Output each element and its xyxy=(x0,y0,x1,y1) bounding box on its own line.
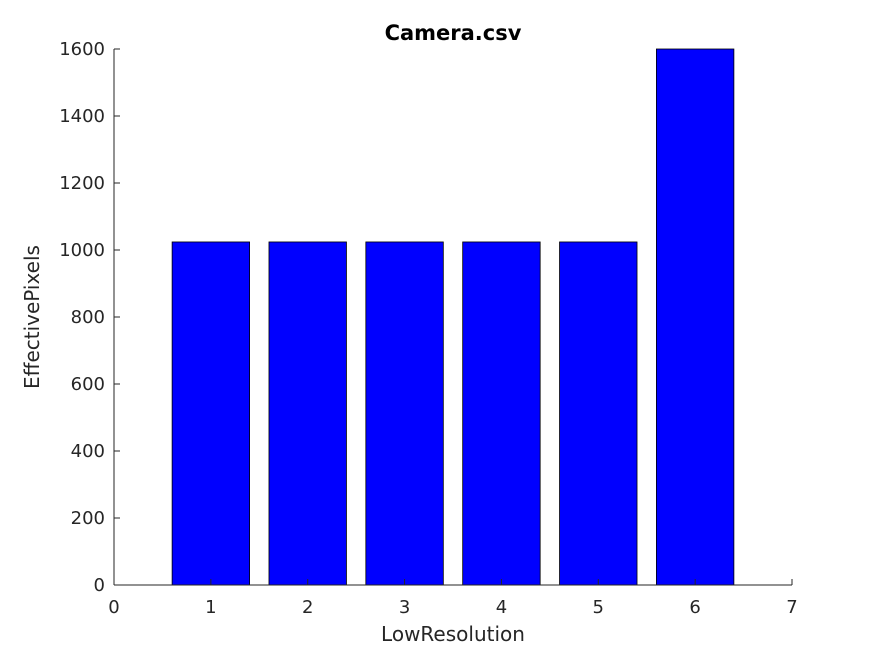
bar-2 xyxy=(268,241,347,586)
y-tick-label: 400 xyxy=(71,441,105,462)
x-tick-label: 2 xyxy=(302,597,313,618)
x-axis-label: LowResolution xyxy=(381,622,525,646)
x-tick-label: 7 xyxy=(786,597,797,618)
y-tick-label: 1200 xyxy=(59,173,105,194)
bar-4 xyxy=(462,241,541,586)
x-tick-label: 6 xyxy=(689,597,700,618)
y-tick-label: 800 xyxy=(71,307,105,328)
bar-6 xyxy=(656,48,735,586)
chart-title: Camera.csv xyxy=(385,21,522,45)
y-axis-label: EffectivePixels xyxy=(20,245,44,389)
y-tick-label: 0 xyxy=(94,575,105,596)
bar-3 xyxy=(365,241,444,586)
bar-5 xyxy=(559,241,638,586)
y-tick-label: 600 xyxy=(71,374,105,395)
x-tick-label: 4 xyxy=(496,597,507,618)
y-tick-label: 1400 xyxy=(59,106,105,127)
y-tick-label: 1000 xyxy=(59,240,105,261)
y-ticks-group: 0 200 400 600 800 1000 1200 1400 1600 xyxy=(59,39,120,596)
x-tick-label: 3 xyxy=(399,597,410,618)
x-tick-label: 0 xyxy=(108,597,119,618)
x-tick-label: 5 xyxy=(593,597,604,618)
y-tick-label: 200 xyxy=(71,508,105,529)
y-tick-label: 1600 xyxy=(59,39,105,60)
bar-1 xyxy=(171,241,251,586)
x-tick-label: 1 xyxy=(205,597,216,618)
x-ticks-group: 0 1 2 3 4 5 6 7 xyxy=(108,579,798,618)
bars-group xyxy=(171,48,735,586)
